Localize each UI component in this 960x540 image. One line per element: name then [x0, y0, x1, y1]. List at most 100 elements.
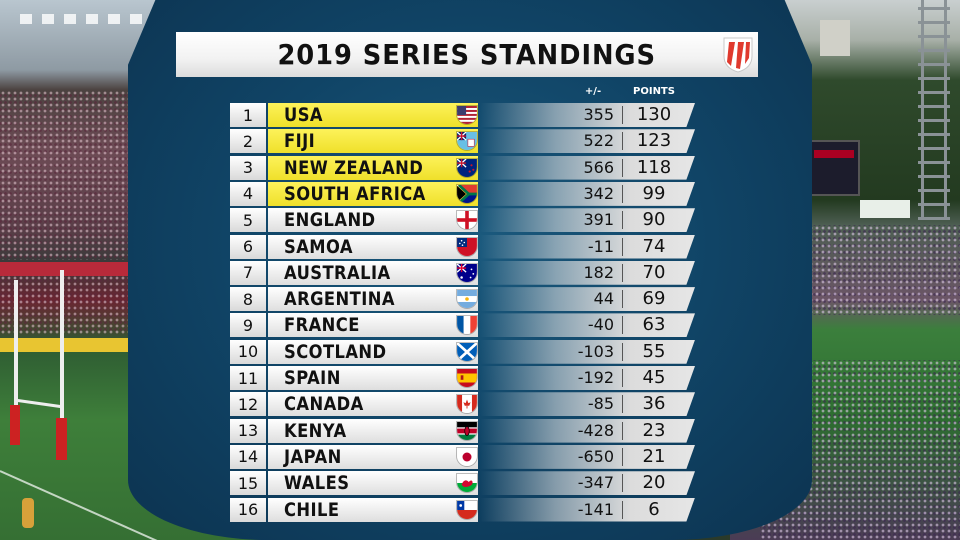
team-name: SAMOA: [268, 234, 478, 259]
team-name-text: FIJI: [284, 130, 316, 153]
rank-cell: 8: [230, 287, 266, 312]
points-cell: 123: [636, 130, 672, 152]
points-cell: 45: [642, 367, 666, 388]
team-name: USA: [268, 103, 478, 127]
france-flag-icon: [456, 315, 478, 336]
rank-cell: 12: [230, 392, 266, 417]
team-name: NEW ZEALAND: [268, 155, 478, 180]
ad-board: [0, 262, 140, 276]
team-name-text: KENYA: [284, 419, 347, 442]
new-zealand-flag-icon: [456, 157, 478, 178]
team-name-text: AUSTRALIA: [284, 261, 391, 284]
table-row: 10 SCOTLAND -103 55: [230, 339, 695, 364]
table-row: 16 CHILE -141 6: [230, 497, 695, 522]
stats-cell: [480, 260, 695, 285]
team-name: JAPAN: [268, 444, 478, 469]
rank-cell: 16: [230, 497, 266, 522]
team-name-text: SAMOA: [284, 235, 353, 258]
diff-cell: -103: [577, 341, 614, 361]
argentina-flag-icon: [456, 289, 478, 310]
points-cell: 118: [636, 156, 672, 178]
table-row: 13 KENYA -428 23: [230, 418, 695, 443]
stats-cell: [480, 129, 695, 154]
table-row: 14 JAPAN -650 21: [230, 444, 695, 469]
diff-cell: 391: [583, 210, 614, 230]
column-divider: [622, 132, 623, 151]
rank-cell: 14: [230, 444, 266, 469]
team-name-text: USA: [284, 104, 323, 126]
australia-flag-icon: [456, 262, 478, 283]
stats-cell: [480, 181, 695, 206]
post-pad: [56, 418, 67, 460]
points-cell: 70: [642, 261, 666, 283]
team-name-text: ENGLAND: [284, 209, 376, 232]
team-name: AUSTRALIA: [268, 260, 478, 285]
diff-cell: -347: [577, 473, 614, 493]
column-divider: [622, 447, 623, 466]
diff-cell: -428: [577, 420, 614, 440]
diff-cell: 44: [593, 289, 614, 309]
table-row: 5 ENGLAND 391 90: [230, 208, 695, 233]
stats-cell: [480, 339, 695, 364]
stats-cell: [480, 155, 695, 180]
table-row: 9 FRANCE -40 63: [230, 313, 695, 338]
diff-cell: 522: [583, 131, 614, 151]
table-row: 15 WALES -347 20: [230, 471, 695, 496]
points-cell: 6: [648, 498, 660, 520]
team-name-text: WALES: [284, 472, 350, 495]
points-cell: 69: [642, 288, 666, 310]
diff-cell: 342: [583, 183, 614, 203]
points-cell: 90: [642, 209, 666, 231]
team-name: SCOTLAND: [268, 339, 478, 364]
rank-cell: 13: [230, 418, 266, 443]
stats-cell: [480, 313, 695, 338]
column-divider: [622, 421, 623, 440]
team-name-text: SPAIN: [284, 367, 341, 389]
team-name: CANADA: [268, 392, 478, 417]
rank-cell: 4: [230, 181, 266, 206]
team-name-text: FRANCE: [284, 314, 360, 337]
kenya-flag-icon: [456, 420, 478, 441]
stats-cell: [480, 287, 695, 312]
points-cell: 23: [642, 419, 666, 441]
diff-cell: 566: [583, 157, 614, 177]
column-divider: [622, 316, 623, 335]
table-row: 8 ARGENTINA 44 69: [230, 287, 695, 312]
stats-cell: [480, 471, 695, 496]
column-divider: [622, 184, 623, 203]
diff-cell: 355: [583, 105, 614, 124]
stadium-lights: [20, 14, 180, 24]
stats-cell: [480, 103, 695, 127]
points-cell: 63: [642, 314, 666, 336]
points-column-header: POINTS: [633, 86, 675, 97]
points-cell: 55: [642, 340, 666, 362]
stats-cell: [480, 497, 695, 522]
team-name-text: NEW ZEALAND: [284, 156, 424, 179]
chile-flag-icon: [456, 499, 478, 520]
rank-cell: 2: [230, 129, 266, 154]
diff-cell: -40: [587, 315, 614, 335]
rank-cell: 15: [230, 471, 266, 496]
stats-cell: [480, 418, 695, 443]
team-name: FIJI: [268, 129, 478, 154]
team-name: ENGLAND: [268, 208, 478, 233]
team-name: SPAIN: [268, 366, 478, 390]
rank-cell: 5: [230, 208, 266, 233]
column-divider: [622, 237, 623, 256]
page-title: 2019 SERIES STANDINGS: [277, 38, 657, 71]
stats-cell: [480, 208, 695, 233]
goal-post: [60, 270, 64, 450]
column-divider: [622, 474, 623, 493]
column-divider: [622, 500, 623, 519]
south-africa-flag-icon: [456, 183, 478, 204]
diff-cell: -192: [577, 368, 614, 387]
spain-flag-icon: [456, 368, 478, 388]
table-row: 4 SOUTH AFRICA 342 99: [230, 181, 695, 206]
table-row: 2 FIJI 522 123: [230, 129, 695, 154]
team-name-text: ARGENTINA: [284, 288, 395, 311]
team-name: KENYA: [268, 418, 478, 443]
team-name-text: SCOTLAND: [284, 340, 387, 363]
table-row: 1 USA 355 130: [230, 103, 695, 127]
diff-cell: 182: [583, 262, 614, 282]
